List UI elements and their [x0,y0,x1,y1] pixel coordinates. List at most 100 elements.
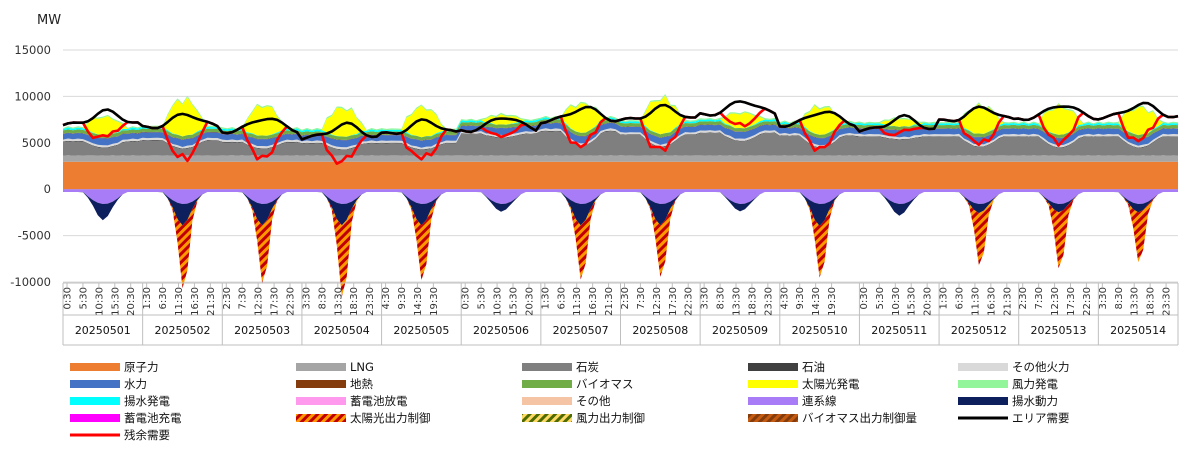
time-tick-label: 4:30 [381,287,392,309]
legend-label: 風力出力制御 [576,411,645,425]
legend-item: 石炭 [522,360,599,374]
legend-item: バイオマス [522,377,634,391]
legend-item: 風力出力制御 [522,411,645,425]
lng-area [63,155,1178,162]
legend-swatch [70,380,120,388]
date-label: 20250511 [871,324,927,337]
biomass-area [63,119,1178,141]
y-tick-label: 5000 [22,136,51,150]
time-tick-label: 16:30 [986,287,997,316]
other-thermal-area [63,128,1178,150]
time-tick-label: 20:30 [126,287,137,316]
time-tick-label: 4:30 [779,287,790,309]
date-label: 20250506 [473,324,529,337]
legend-item: 揚水動力 [958,394,1058,408]
solar-curtailment-area [63,192,1178,297]
legend-swatch [522,363,572,371]
legend-label: 地熱 [350,377,373,391]
time-tick-label: 9:30 [795,287,806,309]
legend-label: 残余需要 [124,428,170,442]
legend-label: 揚水動力 [1012,394,1058,408]
time-tick-label: 2:30 [620,287,631,309]
date-label: 20250509 [712,324,768,337]
legend-swatch [522,380,572,388]
legend-swatch [958,380,1008,388]
time-tick-label: 2:30 [1018,287,1029,309]
legend-swatch [70,414,120,422]
time-tick-label: 14:30 [811,287,822,316]
y-tick-label: 15000 [14,43,51,57]
time-tick-label: 3:30 [700,287,711,309]
legend-label: 蓄電池充電 [124,411,182,425]
time-tick-label: 5:30 [875,287,886,309]
solar-area [63,95,1178,138]
time-tick-label: 8:30 [1114,287,1125,309]
legend-item: その他 [522,394,611,408]
time-tick-label: 15:30 [110,287,121,316]
area-demand-line [62,100,1179,141]
legend-swatch [748,380,798,388]
time-tick-label: 5:30 [477,287,488,309]
y-axis-label: MW [37,13,61,28]
nuclear-area [63,161,1178,190]
legend-swatch [296,414,346,422]
date-label: 20250513 [1031,324,1087,337]
interconnector-area [63,189,1178,204]
time-tick-label: 21:30 [604,287,615,316]
time-tick-label: 10:30 [891,287,902,316]
time-tick-label: 10:30 [493,287,504,316]
time-tick-label: 14:30 [413,287,424,316]
time-tick-label: 17:30 [270,287,281,316]
legend-label: 石炭 [576,360,599,374]
time-tick-label: 11:30 [970,287,981,316]
time-tick-label: 1:30 [939,287,950,309]
time-tick-label: 21:30 [1002,287,1013,316]
legend-item: 水力 [70,377,147,391]
legend-swatch [958,397,1008,405]
time-tick-label: 16:30 [588,287,599,316]
time-tick-label: 1:30 [142,287,153,309]
y-tick-label: -5000 [18,229,51,243]
time-tick-label: 19:30 [429,287,440,316]
time-tick-label: 16:30 [190,287,201,316]
legend-swatch [748,363,798,371]
legend-label: 蓄電池放電 [350,394,408,408]
legend-label: 風力発電 [1012,377,1058,391]
time-tick-label: 17:30 [1066,287,1077,316]
time-tick-label: 7:30 [1034,287,1045,309]
date-label: 20250514 [1110,324,1166,337]
legend-label: 揚水発電 [124,394,170,408]
y-tick-label: -10000 [10,275,51,289]
time-tick-label: 0:30 [859,287,870,309]
time-tick-label: 13:30 [1130,287,1141,316]
legend-swatch [296,363,346,371]
legend-label: 太陽光発電 [802,377,860,391]
time-tick-label: 20:30 [524,287,535,316]
date-label: 20250504 [314,324,370,337]
y-tick-label: 10000 [14,89,51,103]
legend-item: 原子力 [70,360,159,374]
time-tick-label: 3:30 [1098,287,1109,309]
time-tick-label: 0:30 [63,287,74,309]
time-tick-label: 7:30 [636,287,647,309]
date-label: 20250502 [154,324,210,337]
time-tick-label: 10:30 [94,287,105,316]
oil-area [63,130,1178,151]
legend-swatch [958,363,1008,371]
legend-label: その他 [576,394,611,408]
legend-label: LNG [350,360,374,374]
time-tick-label: 23:30 [365,287,376,316]
date-label: 20250503 [234,324,290,337]
date-label: 20250505 [393,324,449,337]
time-tick-label: 23:30 [763,287,774,316]
time-tick-label: 13:30 [333,287,344,316]
time-tick-label: 20:30 [923,287,934,316]
time-tick-label: 5:30 [78,287,89,309]
legend-item: 揚水発電 [70,394,170,408]
time-tick-label: 22:30 [1082,287,1093,316]
legend-label: 水力 [124,377,147,391]
time-tick-label: 12:30 [652,287,663,316]
date-label: 20250508 [632,324,688,337]
